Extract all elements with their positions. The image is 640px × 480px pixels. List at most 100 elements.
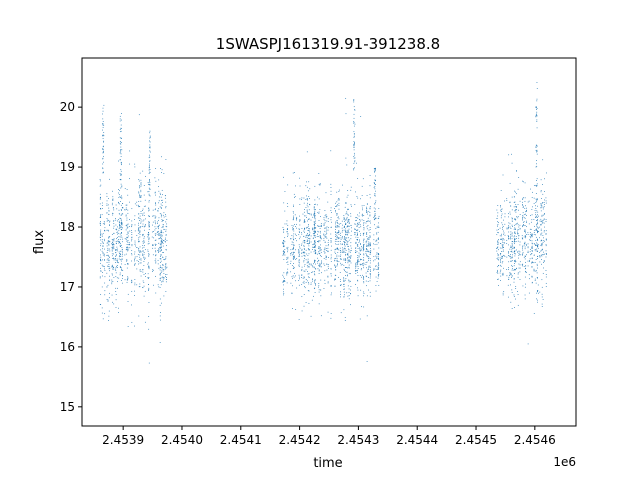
data-point: [529, 234, 531, 236]
data-point: [346, 241, 348, 243]
data-point: [104, 259, 105, 261]
data-point: [354, 228, 356, 230]
data-point: [523, 236, 525, 238]
data-point: [103, 238, 105, 240]
data-point: [108, 264, 110, 265]
data-point: [500, 264, 501, 266]
data-point: [325, 245, 327, 247]
data-point: [319, 184, 321, 186]
data-point: [292, 275, 294, 277]
data-point: [344, 242, 345, 243]
data-point: [535, 146, 537, 148]
data-point: [103, 124, 105, 126]
data-point: [314, 227, 316, 229]
data-point: [511, 275, 513, 277]
data-point: [134, 325, 135, 327]
data-point: [102, 167, 104, 169]
data-point: [507, 284, 509, 286]
data-point: [101, 250, 103, 252]
data-point: [119, 255, 120, 257]
data-point: [142, 235, 144, 237]
data-point: [357, 214, 358, 216]
data-point: [295, 259, 297, 260]
data-point: [301, 270, 303, 272]
data-point: [361, 214, 363, 216]
data-point: [345, 202, 347, 203]
data-point: [368, 251, 370, 253]
data-point: [518, 263, 520, 265]
data-point: [284, 237, 286, 239]
data-point: [158, 217, 160, 219]
data-point: [312, 228, 313, 230]
data-point: [526, 233, 527, 235]
data-point: [124, 264, 126, 266]
data-point: [536, 198, 538, 200]
data-point: [527, 265, 529, 267]
data-point: [511, 246, 513, 248]
data-point: [337, 232, 339, 234]
data-point: [292, 237, 294, 239]
data-point: [338, 199, 340, 201]
data-point: [500, 205, 501, 206]
data-point: [510, 260, 511, 262]
data-point: [121, 247, 123, 249]
data-point: [305, 199, 307, 200]
data-point: [340, 284, 342, 286]
data-point: [104, 266, 105, 268]
data-point: [296, 217, 298, 219]
data-point: [298, 266, 300, 268]
data-point: [314, 267, 316, 269]
data-point: [112, 301, 113, 303]
data-point: [535, 216, 537, 218]
data-point: [318, 220, 320, 221]
data-point: [511, 245, 513, 247]
data-point: [283, 246, 284, 247]
data-point: [348, 214, 349, 216]
data-point: [112, 213, 114, 214]
data-point: [158, 250, 160, 252]
data-point: [357, 261, 359, 262]
data-point: [542, 272, 544, 274]
data-point: [523, 214, 525, 216]
data-point: [304, 219, 305, 221]
data-point: [102, 158, 104, 160]
data-point: [314, 227, 316, 229]
data-point: [154, 192, 156, 194]
data-point: [363, 267, 365, 269]
data-point: [336, 260, 338, 262]
data-point: [103, 151, 104, 153]
data-point: [148, 239, 150, 240]
data-point: [303, 244, 305, 246]
data-point: [298, 252, 300, 254]
data-point: [305, 302, 307, 303]
data-point: [134, 163, 136, 165]
data-point: [365, 262, 367, 263]
data-point: [343, 277, 345, 279]
data-point: [338, 276, 339, 278]
data-point: [148, 233, 150, 235]
data-point: [541, 220, 543, 222]
data-point: [540, 224, 542, 226]
data-point: [291, 276, 293, 278]
data-point: [157, 210, 158, 212]
data-point: [537, 223, 539, 224]
data-point: [355, 241, 357, 243]
y-tick-label: 18: [60, 220, 75, 234]
data-point: [498, 232, 499, 234]
data-point: [376, 243, 378, 245]
data-point: [155, 244, 157, 246]
data-point: [115, 262, 116, 263]
data-point: [511, 254, 513, 256]
data-point: [304, 242, 305, 244]
data-point: [296, 287, 298, 289]
data-point: [542, 202, 544, 203]
data-point: [340, 296, 341, 298]
data-point: [108, 230, 110, 232]
data-point: [500, 275, 502, 277]
data-point: [111, 247, 113, 249]
data-point: [374, 203, 376, 205]
data-point: [293, 246, 295, 248]
data-point: [350, 189, 352, 191]
data-point: [335, 248, 336, 250]
x-tick-label: 2.4546: [514, 433, 556, 447]
